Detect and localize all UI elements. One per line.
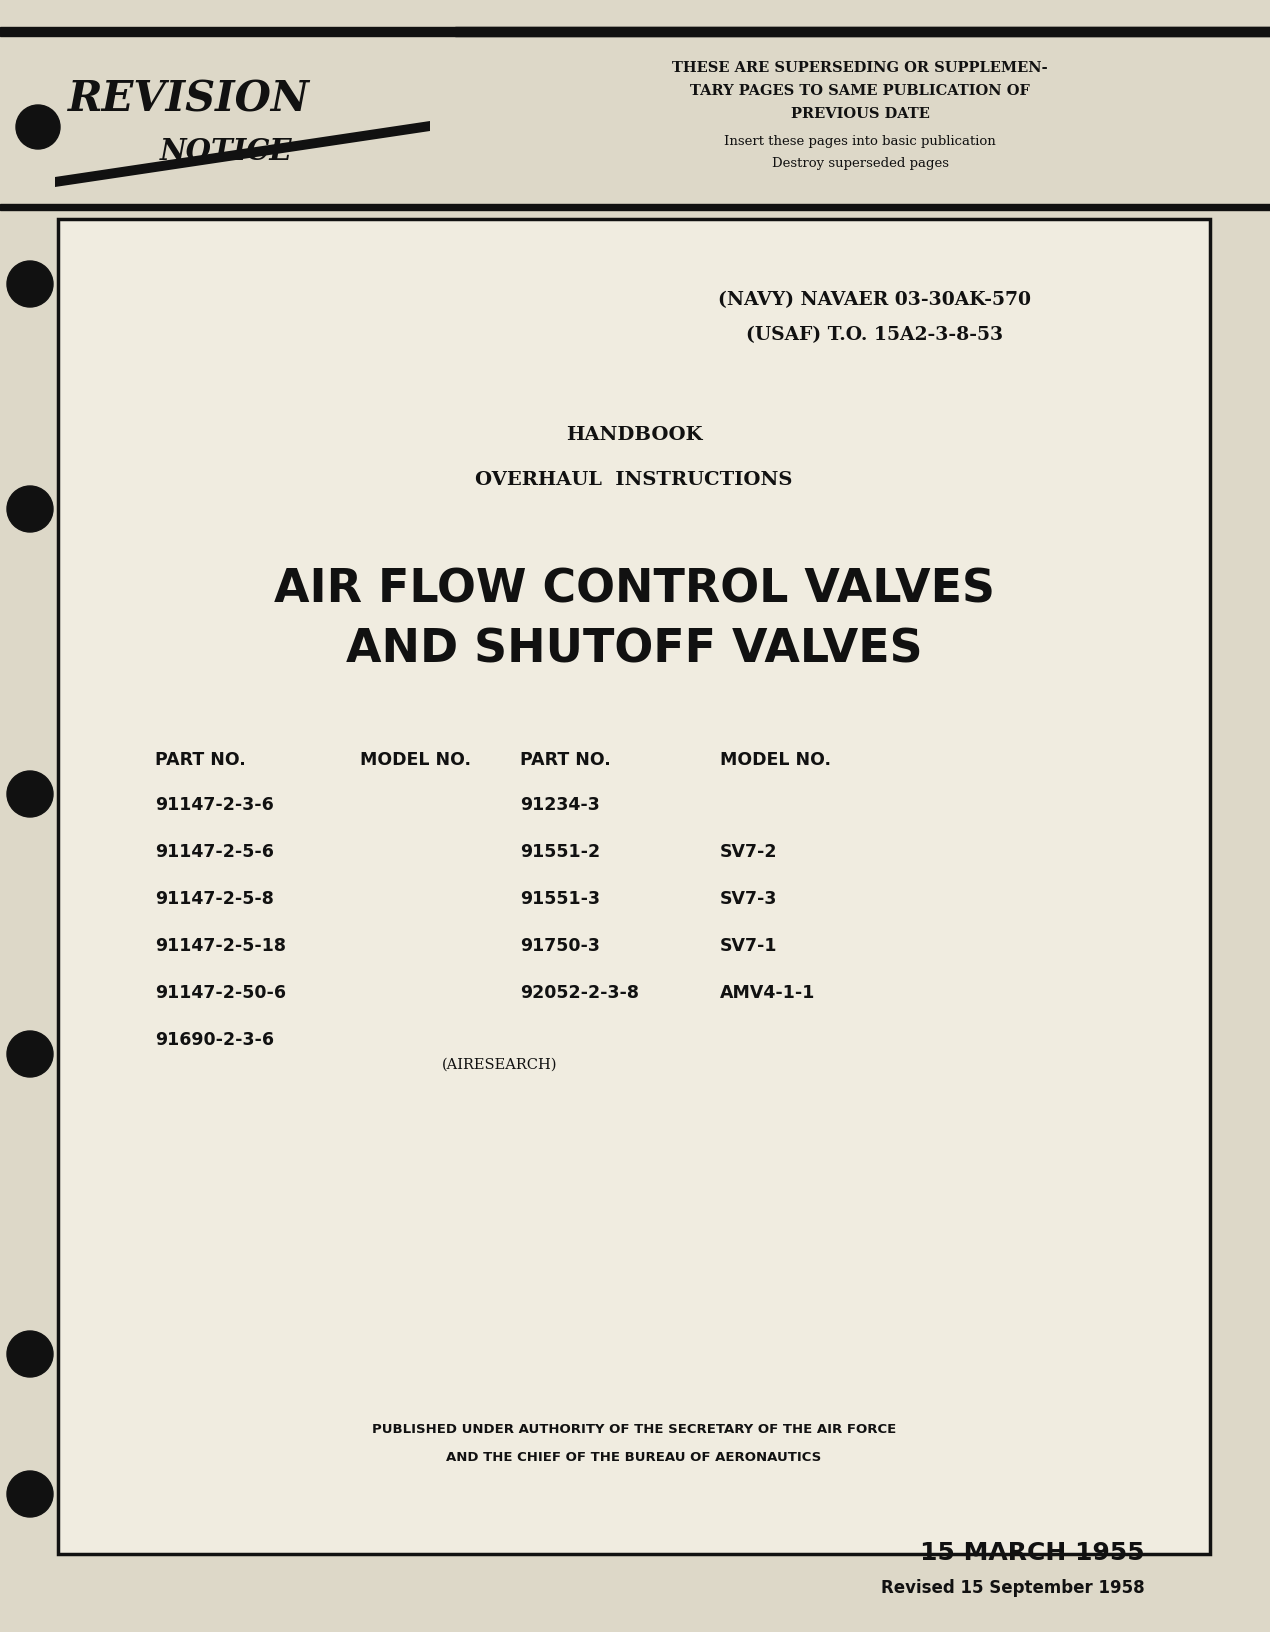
Text: Destroy superseded pages: Destroy superseded pages (771, 157, 949, 170)
Circle shape (8, 1470, 53, 1518)
Text: 15 MARCH 1955: 15 MARCH 1955 (921, 1541, 1146, 1563)
Text: PART NO.: PART NO. (155, 751, 246, 769)
Text: Revised 15 September 1958: Revised 15 September 1958 (881, 1578, 1146, 1596)
Text: 91234-3: 91234-3 (519, 795, 599, 813)
Text: 91690-2-3-6: 91690-2-3-6 (155, 1030, 274, 1048)
Circle shape (8, 772, 53, 818)
Text: REVISION: REVISION (69, 78, 310, 121)
Text: (NAVY) NAVAER 03-30AK-570: (NAVY) NAVAER 03-30AK-570 (719, 290, 1031, 308)
Polygon shape (55, 122, 431, 188)
Text: OVERHAUL  INSTRUCTIONS: OVERHAUL INSTRUCTIONS (475, 470, 792, 488)
Text: HANDBOOK: HANDBOOK (565, 426, 702, 444)
Text: SV7-3: SV7-3 (720, 889, 777, 907)
Text: THESE ARE SUPERSEDING OR SUPPLEMEN-: THESE ARE SUPERSEDING OR SUPPLEMEN- (672, 60, 1048, 75)
Text: PUBLISHED UNDER AUTHORITY OF THE SECRETARY OF THE AIR FORCE: PUBLISHED UNDER AUTHORITY OF THE SECRETA… (372, 1423, 897, 1436)
Text: MODEL NO.: MODEL NO. (720, 751, 831, 769)
Circle shape (8, 486, 53, 532)
Circle shape (17, 106, 60, 150)
Text: AIR FLOW CONTROL VALVES: AIR FLOW CONTROL VALVES (273, 568, 994, 612)
Text: 91750-3: 91750-3 (519, 937, 599, 955)
Text: 91551-3: 91551-3 (519, 889, 599, 907)
Circle shape (8, 1332, 53, 1377)
Circle shape (8, 1031, 53, 1077)
Text: 91147-2-5-8: 91147-2-5-8 (155, 889, 274, 907)
Text: (AIRESEARCH): (AIRESEARCH) (442, 1058, 558, 1071)
Text: AND THE CHIEF OF THE BUREAU OF AERONAUTICS: AND THE CHIEF OF THE BUREAU OF AERONAUTI… (446, 1451, 822, 1464)
Text: 91147-2-3-6: 91147-2-3-6 (155, 795, 274, 813)
Text: 92052-2-3-8: 92052-2-3-8 (519, 984, 639, 1002)
Text: (USAF) T.O. 15A2-3-8-53: (USAF) T.O. 15A2-3-8-53 (747, 326, 1003, 344)
Bar (0, 206, 1270, 211)
Circle shape (8, 261, 53, 308)
Text: PREVIOUS DATE: PREVIOUS DATE (790, 108, 930, 121)
Text: SV7-2: SV7-2 (720, 842, 777, 860)
Text: 91147-2-5-18: 91147-2-5-18 (155, 937, 286, 955)
Text: AND SHUTOFF VALVES: AND SHUTOFF VALVES (345, 627, 922, 672)
Text: PART NO.: PART NO. (519, 751, 611, 769)
Text: AMV4-1-1: AMV4-1-1 (720, 984, 815, 1002)
Text: MODEL NO.: MODEL NO. (359, 751, 471, 769)
Text: Insert these pages into basic publication: Insert these pages into basic publicatio… (724, 135, 996, 149)
Text: 91551-2: 91551-2 (519, 842, 601, 860)
Text: SV7-1: SV7-1 (720, 937, 777, 955)
Text: 91147-2-50-6: 91147-2-50-6 (155, 984, 286, 1002)
Text: 91147-2-5-6: 91147-2-5-6 (155, 842, 274, 860)
Bar (455, 28, 1270, 38)
Text: TARY PAGES TO SAME PUBLICATION OF: TARY PAGES TO SAME PUBLICATION OF (690, 83, 1030, 98)
Bar (0, 28, 1270, 38)
Bar (58, 220, 1210, 1554)
Text: NOTICE: NOTICE (160, 137, 292, 166)
